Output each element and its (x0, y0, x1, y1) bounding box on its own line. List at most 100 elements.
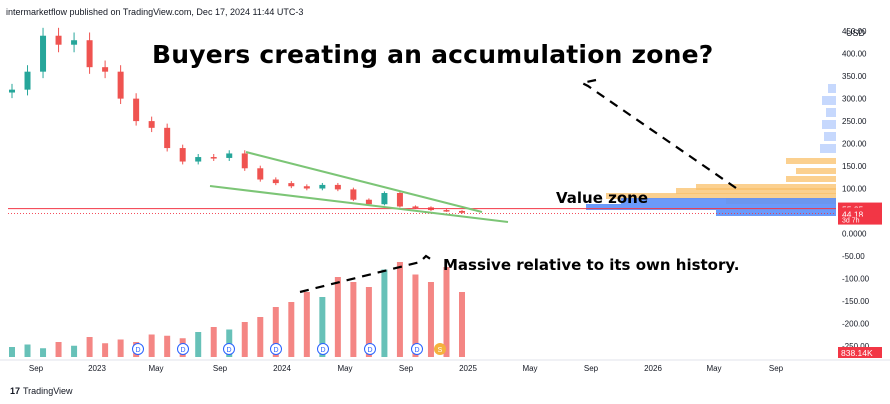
volume-bar (350, 282, 357, 357)
price-tick-label: 150.00 (842, 162, 867, 171)
volume-profile-bar (826, 108, 836, 117)
dashed-arrow-title (578, 78, 737, 189)
volume-bar (55, 342, 62, 357)
candle-body (365, 199, 372, 205)
price-tick-label: 450.00 (842, 27, 867, 36)
time-tick-label: 2023 (88, 364, 106, 373)
volume-profile-bar (828, 84, 836, 93)
candle-body (459, 210, 465, 213)
candle-body (179, 148, 186, 162)
currency-label: USD (846, 28, 866, 38)
candle-body (195, 157, 202, 162)
candle-body (241, 153, 248, 169)
volume-bar (40, 348, 47, 357)
volume-bar (303, 292, 310, 357)
candle-body (133, 98, 140, 122)
time-tick-label: Sep (769, 364, 784, 373)
dividend-marker (411, 343, 423, 355)
dividend-marker (223, 343, 235, 355)
volume-profile-bar (786, 176, 836, 182)
dashed-arrow-volume (299, 254, 433, 294)
volume-bar (241, 322, 248, 357)
candle-body (148, 121, 155, 128)
price-tick-label: -250.00 (842, 342, 870, 351)
tradingview-logo: 17 TradingView (10, 386, 73, 396)
volume-bar (443, 267, 450, 357)
candle-body (71, 40, 78, 45)
price-tick-label: 300.00 (842, 95, 867, 104)
volume-bar (210, 327, 217, 357)
volume-profile-bar (786, 158, 836, 164)
volume-profile-bar (824, 132, 836, 141)
dividend-marker-label: D (135, 347, 140, 354)
dividend-marker-label: D (180, 347, 185, 354)
volume-bar (257, 317, 264, 357)
price-tick-label: 0.0000 (842, 229, 867, 238)
price-tick-label: 350.00 (842, 72, 867, 81)
volume-bar (86, 337, 93, 357)
candle-body (272, 179, 279, 184)
volume-bar (71, 345, 78, 357)
volume-bar (459, 292, 465, 357)
price-tick-label: -150.00 (842, 297, 870, 306)
publisher-line: intermarketflow published on TradingView… (6, 7, 304, 17)
time-tick-label: May (337, 364, 352, 373)
value-zone-label: Value zone (556, 189, 649, 207)
candle-body (288, 183, 295, 187)
volume-profile-bar (820, 144, 836, 153)
time-tick-label: May (148, 364, 163, 373)
volume-bar (412, 274, 419, 357)
volume-profile-bar (586, 204, 836, 210)
volume-bar (427, 282, 434, 357)
dividend-marker-label: D (226, 347, 231, 354)
volume-bar (164, 335, 171, 357)
volume-bar (272, 307, 279, 357)
price-tick-label: 400.00 (842, 50, 867, 59)
volume-profile-bar (696, 184, 836, 190)
time-tick-label: 2026 (644, 364, 662, 373)
volume-profile-bar (822, 96, 836, 105)
candle-body (443, 210, 450, 212)
price-tick-label: 100.00 (842, 185, 867, 194)
price-label-text: 44.18 (842, 210, 864, 220)
volume-bar (288, 302, 295, 357)
split-marker (434, 343, 446, 355)
candle-body (396, 192, 403, 207)
time-tick-label: 2025 (459, 364, 477, 373)
dividend-marker-label: D (367, 347, 372, 354)
volume-bar (9, 347, 15, 357)
volume-profile-bar (822, 120, 836, 129)
candle-body (381, 192, 388, 205)
candle-body (210, 157, 217, 159)
time-tick-label: Sep (584, 364, 599, 373)
price-label-badge (838, 216, 882, 225)
wedge-lower-trendline (209, 185, 509, 223)
volume-bar (319, 297, 326, 357)
chart-annotation-title: Buyers creating an accumulation zone? (152, 40, 714, 69)
price-label-text: 3d 7h (842, 218, 860, 225)
candle-body (24, 71, 31, 90)
volume-profile-bar (676, 188, 836, 194)
tradingview-brand-text: TradingView (23, 386, 73, 396)
volume-profile-bar (796, 168, 836, 174)
time-tick-label: May (706, 364, 721, 373)
dividend-marker-label: D (273, 347, 278, 354)
dividend-marker (177, 343, 189, 355)
candle-body (412, 206, 419, 208)
time-tick-label: May (522, 364, 537, 373)
split-marker-label: S (438, 347, 443, 354)
candle-body (9, 89, 15, 93)
volume-bar (396, 262, 403, 357)
volume-bar (102, 343, 109, 357)
price-tick-label: 250.00 (842, 117, 867, 126)
candle-body (226, 153, 233, 158)
price-tick-label: 200.00 (842, 140, 867, 149)
volume-bar (365, 287, 372, 357)
candle-body (102, 67, 109, 72)
time-tick-label: Sep (29, 364, 44, 373)
price-tick-label: -50.00 (842, 252, 865, 261)
candle-body (55, 35, 62, 45)
volume-bar (117, 339, 124, 357)
candle-body (319, 184, 326, 189)
